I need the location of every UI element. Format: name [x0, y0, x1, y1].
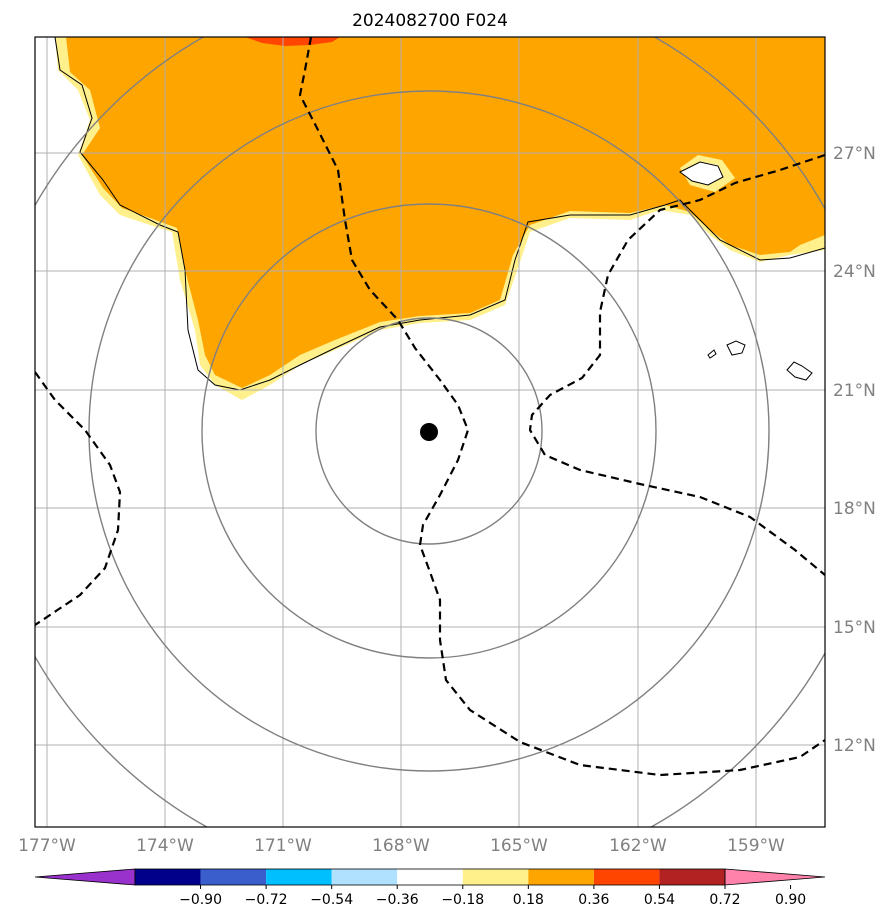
dashed-contours — [35, 37, 825, 777]
colorbar-tick-label: −0.54 — [310, 892, 353, 908]
colorbar-segment — [135, 869, 201, 885]
island-north — [679, 161, 724, 186]
latitude-label: 18°N — [833, 499, 876, 519]
colorbar-tick-label: −0.72 — [245, 892, 288, 908]
latitude-label: 21°N — [833, 381, 876, 401]
colorbar-tick-label: 0.54 — [644, 892, 675, 908]
longitude-label: 165°W — [490, 836, 548, 856]
colorbar-segment — [462, 869, 529, 885]
field-orange — [66, 37, 825, 388]
map-area — [35, 37, 825, 827]
range-ring — [201, 203, 657, 659]
graticule — [35, 37, 825, 827]
latitude-label: 15°N — [833, 618, 876, 638]
dashed-contour — [528, 153, 825, 576]
figure-title: 2024082700 F024 — [352, 11, 508, 31]
longitude-labels: 177°W 174°W 171°W 168°W 165°W 162°W 159°W — [18, 836, 785, 856]
colorbar-tick-label: 0.90 — [775, 892, 806, 908]
colorbar-tick-label: 0.36 — [578, 892, 609, 908]
island-hawaii-2 — [707, 349, 717, 359]
latitude-label: 27°N — [833, 144, 876, 164]
colorbar-tick-label: −0.36 — [376, 892, 419, 908]
coastline — [54, 37, 825, 391]
dashed-contour — [35, 371, 122, 626]
longitude-label: 168°W — [372, 836, 430, 856]
colorbar-segment — [659, 869, 725, 885]
colorbar-segment — [397, 869, 463, 885]
colorbar-segment — [528, 869, 594, 885]
longitude-label: 177°W — [18, 836, 76, 856]
colorbar-segment — [200, 869, 267, 885]
longitude-label: 159°W — [727, 836, 785, 856]
map-frame — [34, 36, 826, 828]
longitude-label: 171°W — [254, 836, 312, 856]
field-red-patch — [245, 37, 340, 46]
island-hawaii-3 — [786, 361, 813, 381]
storm-center-marker — [420, 423, 438, 441]
latitude-labels: 27°N 24°N 21°N 18°N 15°N 12°N — [833, 144, 876, 756]
shaded-field — [55, 37, 825, 400]
colorbar-segment — [266, 869, 332, 885]
colorbar-tick-label: −0.90 — [179, 892, 222, 908]
longitude-label: 174°W — [136, 836, 194, 856]
colorbar-tick-label: 0.18 — [513, 892, 544, 908]
longitude-label: 162°W — [609, 836, 667, 856]
range-ring — [88, 90, 770, 772]
colorbar-tick-label: −0.18 — [441, 892, 484, 908]
dashed-contour — [298, 37, 825, 777]
colorbar: −0.90 −0.72 −0.54 −0.36 −0.18 0.18 0.36 0.54 0.7… — [34, 868, 826, 908]
colorbar-extend-high — [724, 868, 826, 886]
range-rings — [35, 37, 825, 827]
latitude-label: 24°N — [833, 262, 876, 282]
colorbar-segment — [593, 869, 660, 885]
latitude-label: 12°N — [833, 736, 876, 756]
colorbar-frame — [134, 868, 726, 886]
island-hawaii-1 — [726, 340, 746, 356]
colorbar-extend-low — [34, 868, 136, 886]
colorbar-segment — [331, 869, 398, 885]
range-ring — [315, 317, 543, 545]
colorbar-tick-label: 0.72 — [709, 892, 740, 908]
